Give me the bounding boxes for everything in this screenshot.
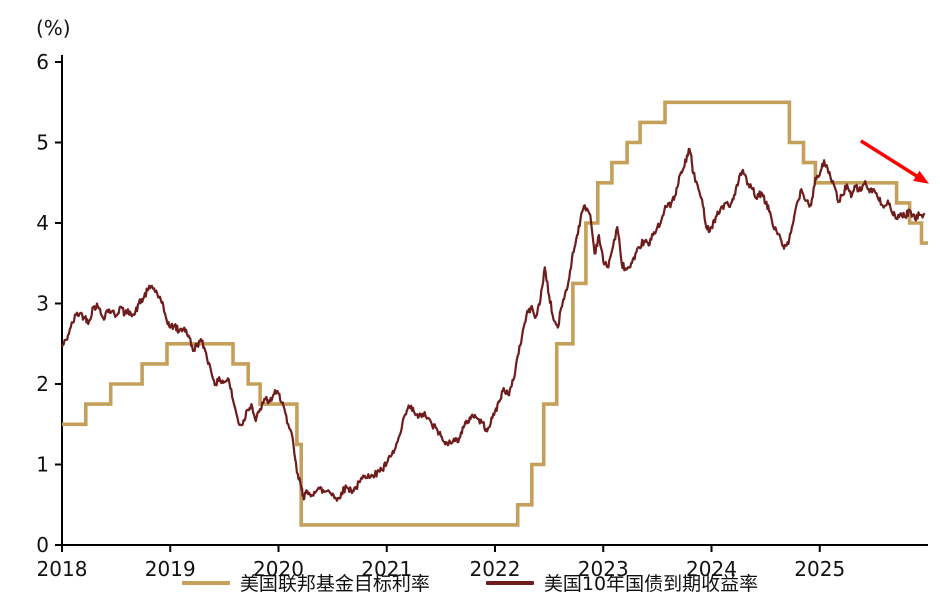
x-axis-tick-label: 2024 bbox=[686, 557, 737, 581]
legend: 美国联邦基金目标利率 美国10年国债到期收益率 bbox=[0, 569, 940, 596]
y-axis-unit-label: (%) bbox=[36, 16, 71, 40]
treasury-10y-legend-label: 美国10年国债到期收益率 bbox=[543, 573, 759, 595]
x-axis-tick-label: 2020 bbox=[253, 557, 304, 581]
y-axis-tick-label: 1 bbox=[36, 453, 49, 477]
y-axis-tick-label: 4 bbox=[36, 211, 49, 235]
treasury-10y-line-swatch bbox=[485, 580, 534, 585]
fed-funds-line-swatch bbox=[181, 580, 230, 585]
y-axis-tick-label: 3 bbox=[36, 292, 49, 316]
legend-item-fed-funds-target-rate: 美国联邦基金目标利率 bbox=[181, 569, 430, 596]
x-axis-tick-label: 2021 bbox=[361, 557, 412, 581]
trend-arrow-head bbox=[913, 170, 929, 184]
y-axis-tick-label: 6 bbox=[36, 50, 49, 74]
fed-funds-target-rate-line bbox=[62, 100, 928, 527]
y-axis-tick-label: 2 bbox=[36, 372, 49, 396]
x-axis-tick-label: 2022 bbox=[470, 557, 521, 581]
y-axis-tick-label: 5 bbox=[36, 131, 49, 155]
x-axis-tick-label: 2019 bbox=[145, 557, 196, 581]
x-axis-tick-label: 2018 bbox=[37, 557, 88, 581]
x-axis-tick-label: 2023 bbox=[578, 557, 629, 581]
y-axis-tick-label: 0 bbox=[36, 533, 49, 557]
fed-funds-legend-label: 美国联邦基金目标利率 bbox=[239, 573, 430, 595]
treasury-10y-yield-line bbox=[60, 147, 926, 502]
legend-item-10y-treasury-yield: 美国10年国债到期收益率 bbox=[485, 569, 759, 596]
trend-arrow-annotation bbox=[859, 139, 926, 183]
x-axis-tick-label: 2025 bbox=[794, 557, 845, 581]
